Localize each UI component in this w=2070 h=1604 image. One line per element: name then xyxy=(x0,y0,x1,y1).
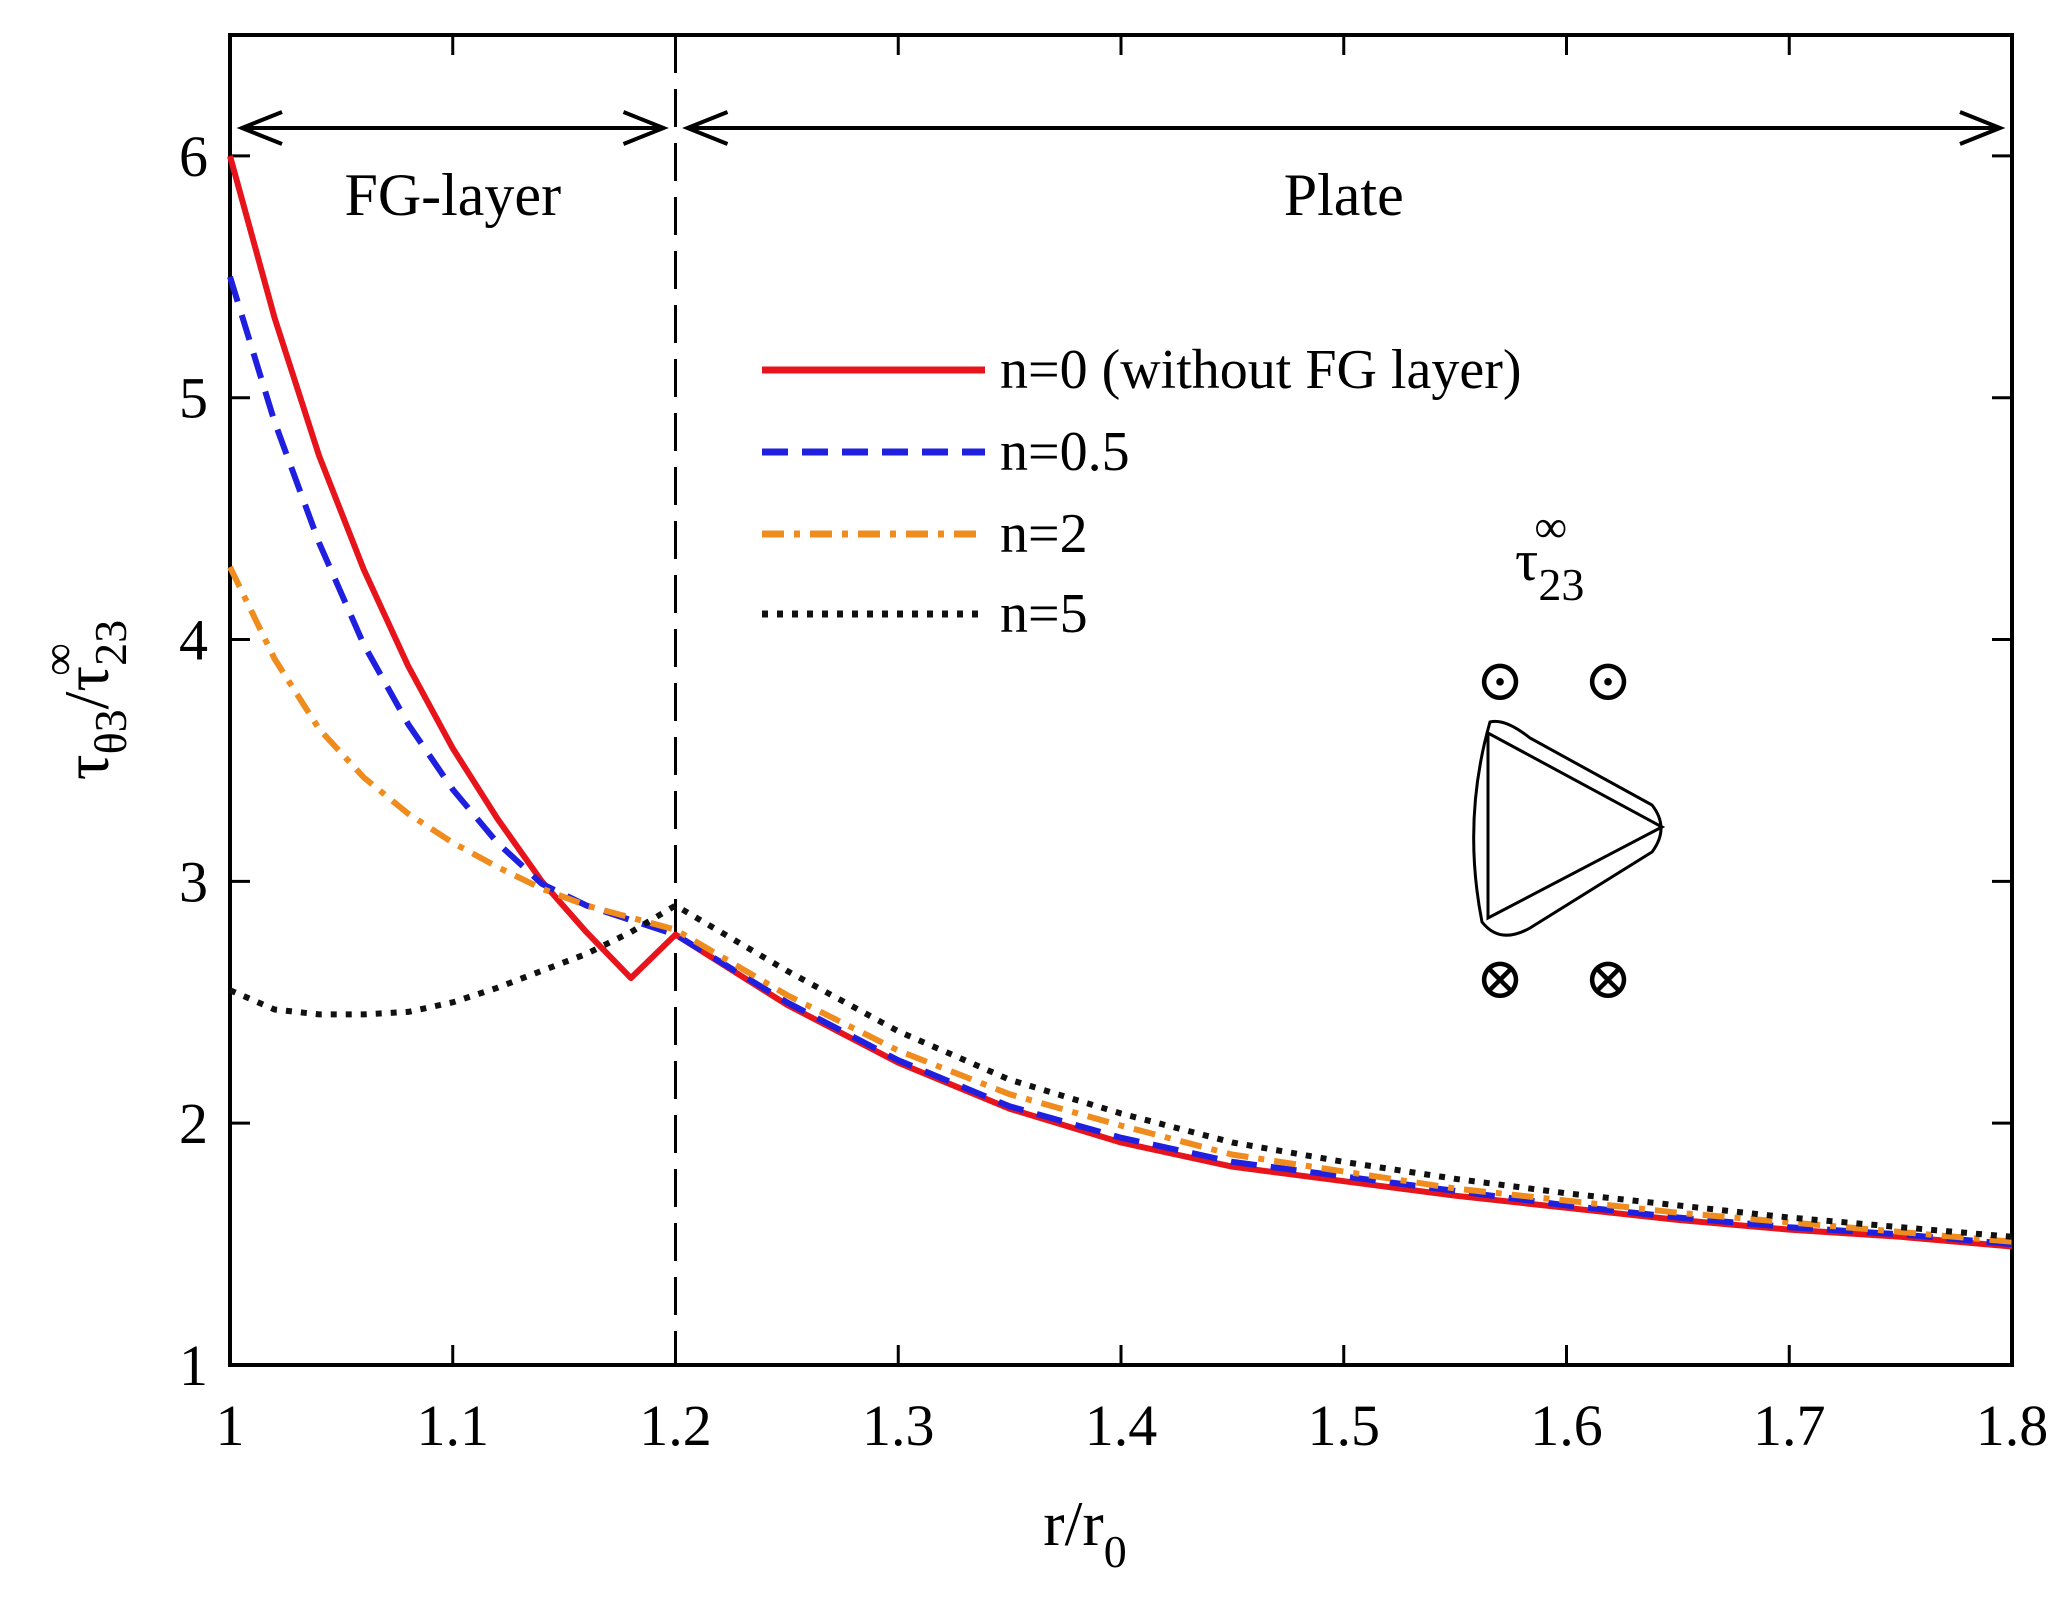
region-arrows xyxy=(236,110,2006,146)
x-axis-label: r/r0 xyxy=(1043,1488,1126,1577)
x-tick-label: 1.7 xyxy=(1753,1393,1826,1458)
x-axis-label-main: r/r xyxy=(1043,1488,1103,1559)
arrow-head-left-icon xyxy=(682,110,729,146)
plot-frame xyxy=(228,33,2014,1367)
x-tick-label: 1.4 xyxy=(1085,1393,1158,1458)
inset-schematic: τ23 ∞ ⊙ ⊙ ⊗ ⊗ xyxy=(1472,501,1666,1011)
y-tick-label: 3 xyxy=(179,849,208,914)
x-tick-label: 1.8 xyxy=(1976,1393,2049,1458)
y-tick-label: 1 xyxy=(179,1333,208,1398)
arrow-head-left-icon xyxy=(236,110,283,146)
legend-label: n=0 (without FG layer) xyxy=(1000,339,1522,401)
inset-load-sup: ∞ xyxy=(1534,501,1567,552)
y-label-num: τ xyxy=(51,754,122,780)
y-tick-label: 2 xyxy=(179,1091,208,1156)
series-line-1 xyxy=(227,275,2013,1248)
x-axis-label-sub: 0 xyxy=(1104,1526,1127,1577)
legend-label: n=2 xyxy=(1000,503,1088,565)
y-label-den: τ xyxy=(51,666,122,692)
y-axis-label: τθ3/τ23∞ xyxy=(33,620,136,780)
series-line-3 xyxy=(228,902,2013,1240)
legend-label: n=5 xyxy=(1000,583,1088,645)
y-tick-label: 6 xyxy=(179,124,208,189)
inset-load-label: τ23 ∞ xyxy=(1515,501,1584,610)
out-of-plane-icon: ⊙ xyxy=(1584,648,1633,713)
region-label-plate: Plate xyxy=(1284,162,1404,228)
y-label-slash: / xyxy=(51,691,122,709)
x-tick-label: 1 xyxy=(216,1393,245,1458)
y-label-den-sup: ∞ xyxy=(33,643,84,676)
into-plane-icon: ⊗ xyxy=(1476,946,1525,1011)
series-line-2 xyxy=(227,565,2013,1245)
legend-label: n=0.5 xyxy=(1000,421,1130,483)
region-label-fg-layer: FG-layer xyxy=(344,162,561,228)
x-tick-label: 1.3 xyxy=(862,1393,935,1458)
x-tick-label: 1.5 xyxy=(1308,1393,1381,1458)
y-tick-labels: 1 2 3 4 5 6 xyxy=(179,124,208,1398)
x-tick-label: 1.1 xyxy=(417,1393,490,1458)
y-label-num-sub: θ3 xyxy=(85,709,136,754)
arrow-head-right-icon xyxy=(622,110,669,146)
axis-ticks xyxy=(228,35,2014,1367)
triangular-hole-outer xyxy=(1472,719,1663,937)
series-line-0 xyxy=(227,155,2013,1250)
legend: n=0 (without FG layer) n=0.5 n=2 n=5 xyxy=(762,339,1522,645)
x-tick-label: 1.6 xyxy=(1530,1393,1603,1458)
y-tick-label: 4 xyxy=(179,608,208,673)
triangular-hole-inner xyxy=(1486,730,1666,921)
inset-load-sub: 23 xyxy=(1538,559,1584,610)
y-label-den-sub: 23 xyxy=(85,620,136,666)
series-layer xyxy=(227,155,2013,1250)
out-of-plane-icon: ⊙ xyxy=(1476,648,1525,713)
into-plane-icon: ⊗ xyxy=(1584,946,1633,1011)
y-tick-label: 5 xyxy=(179,366,208,431)
arrow-head-right-icon xyxy=(1959,110,2006,146)
x-tick-label: 1.2 xyxy=(639,1393,712,1458)
inset-load-main: τ xyxy=(1515,528,1538,593)
x-tick-labels: 1 1.1 1.2 1.3 1.4 1.5 1.6 1.7 1.8 xyxy=(216,1393,2049,1458)
